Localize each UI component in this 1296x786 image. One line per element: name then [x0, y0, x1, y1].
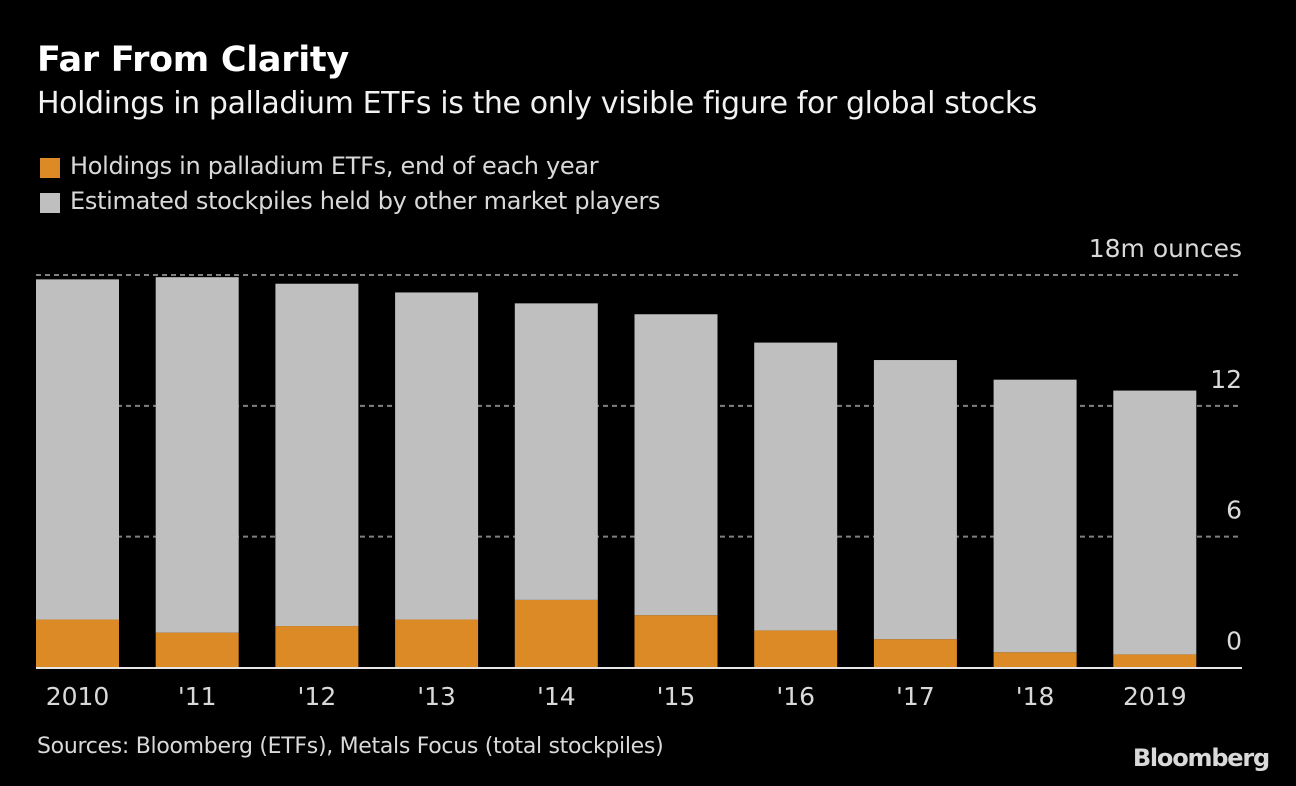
x-tick-label: 2019 — [1123, 682, 1187, 711]
legend-swatch-other — [40, 193, 60, 213]
y-tick-label: 12 — [1210, 365, 1242, 394]
bar-other-stockpiles — [275, 283, 359, 627]
bar-etf-holdings — [155, 632, 239, 668]
x-tick-label: '12 — [298, 682, 337, 711]
bar-etf-holdings — [275, 626, 359, 668]
bar-etf-holdings — [634, 615, 718, 668]
chart-title: Far From Clarity — [37, 40, 349, 80]
x-tick-label: '15 — [657, 682, 696, 711]
bar-other-stockpiles — [155, 277, 239, 633]
bar-other-stockpiles — [873, 360, 957, 640]
bar-etf-holdings — [36, 619, 119, 668]
bar-other-stockpiles — [1113, 390, 1197, 655]
x-tick-label: '14 — [537, 682, 576, 711]
x-tick-label: '18 — [1016, 682, 1055, 711]
bloomberg-logo: Bloomberg — [1132, 744, 1270, 772]
legend-swatch-etf — [40, 158, 60, 178]
chart-subtitle: Holdings in palladium ETFs is the only v… — [37, 86, 1038, 121]
bar-etf-holdings — [873, 639, 957, 668]
x-tick-label: '11 — [178, 682, 217, 711]
bar-other-stockpiles — [395, 292, 479, 620]
bar-etf-holdings — [514, 599, 598, 668]
x-tick-label: '16 — [776, 682, 815, 711]
source-note: Sources: Bloomberg (ETFs), Metals Focus … — [37, 734, 664, 759]
x-tick-label: '17 — [896, 682, 935, 711]
legend-label-etf: Holdings in palladium ETFs, end of each … — [70, 152, 599, 180]
bar-etf-holdings — [993, 652, 1077, 668]
bar-other-stockpiles — [36, 279, 119, 620]
bar-other-stockpiles — [754, 342, 838, 631]
bar-other-stockpiles — [993, 379, 1077, 653]
bar-other-stockpiles — [634, 314, 718, 616]
y-tick-label: 0 — [1226, 627, 1242, 656]
x-tick-label: '13 — [417, 682, 456, 711]
legend-label-other: Estimated stockpiles held by other marke… — [70, 187, 661, 215]
bar-etf-holdings — [395, 619, 479, 668]
bar-other-stockpiles — [514, 303, 598, 600]
bar-etf-holdings — [1113, 654, 1197, 668]
y-tick-label: 18m ounces — [1089, 234, 1242, 263]
bar-etf-holdings — [754, 630, 838, 668]
y-tick-label: 6 — [1226, 496, 1242, 525]
x-tick-label: 2010 — [46, 682, 110, 711]
